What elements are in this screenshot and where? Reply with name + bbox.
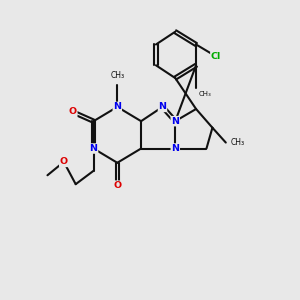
Text: CH₃: CH₃ — [110, 71, 124, 80]
Text: N: N — [113, 102, 121, 111]
Text: O: O — [69, 107, 77, 116]
Text: N: N — [171, 117, 179, 126]
Text: N: N — [171, 144, 179, 153]
Text: CH₃: CH₃ — [199, 91, 212, 97]
Text: CH₃: CH₃ — [230, 138, 244, 147]
Text: N: N — [89, 144, 98, 153]
Text: Cl: Cl — [211, 52, 221, 61]
Text: O: O — [113, 181, 122, 190]
Text: O: O — [60, 158, 68, 166]
Text: N: N — [158, 102, 166, 111]
